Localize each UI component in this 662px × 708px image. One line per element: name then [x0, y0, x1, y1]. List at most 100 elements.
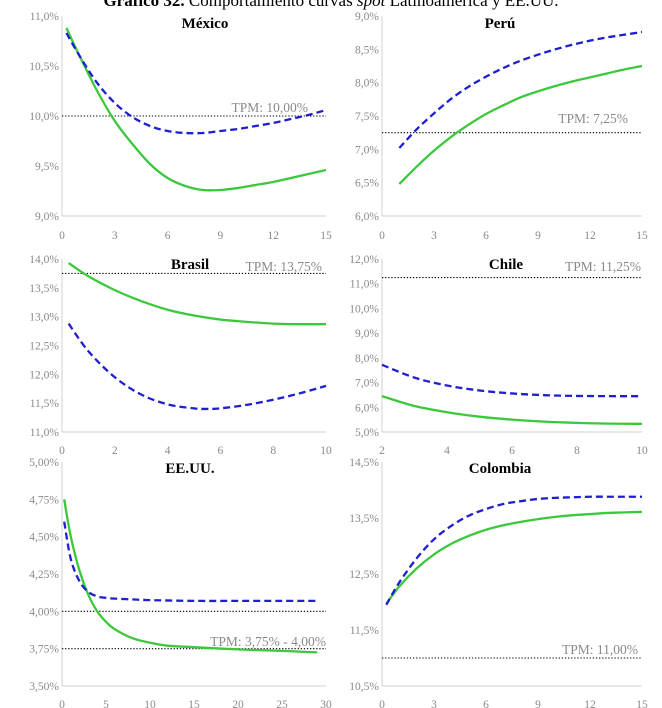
- y-tick-label: 10,5%: [29, 61, 59, 73]
- y-tick-label: 4,25%: [29, 569, 59, 581]
- chart-panel-3: 5,0% 6,0% 7,0% 8,0% 9,0% 10,0% 11,0% 12,0% 2 4 6 8 1…: [349, 254, 648, 457]
- x-tick-label: 15: [188, 699, 200, 708]
- chart-panel-2: 11,0% 11,5% 12,0% 12,5% 13,0% 13,5% 14,0% 0 2 4 6 8…: [29, 254, 332, 457]
- y-tick-label: 9,5%: [35, 161, 59, 173]
- dashed-curve-line: [385, 495, 642, 606]
- tpm-label: TPM: 11,25%: [565, 259, 641, 274]
- x-tick-label: 9: [218, 230, 224, 242]
- y-tick-label: 13,5%: [349, 513, 379, 525]
- x-tick-label: 2: [112, 445, 118, 457]
- y-tick-label: 3,50%: [29, 681, 59, 693]
- x-tick-label: 6: [483, 699, 489, 708]
- tpm-label: TPM: 13,75%: [245, 259, 322, 274]
- x-tick-label: 9: [535, 699, 541, 708]
- y-tick-label: 11,0%: [350, 279, 380, 291]
- y-tick-label: 14,5%: [349, 457, 379, 469]
- panel-title: EE.UU.: [165, 461, 214, 477]
- x-tick-label: 3: [431, 699, 437, 708]
- y-tick-label: 12,0%: [29, 369, 59, 381]
- x-tick-label: 8: [270, 445, 276, 457]
- y-tick-label: 7,0%: [355, 144, 379, 156]
- x-tick-label: 6: [483, 230, 489, 242]
- chart-panel-5: 10,5% 11,5% 12,5% 13,5% 14,5% 0 3 6 9 12 15 Colombi…: [349, 457, 648, 708]
- y-tick-label: 9,0%: [355, 11, 379, 23]
- x-tick-label: 6: [509, 445, 515, 457]
- dashed-curve-line: [398, 30, 643, 149]
- tpm-label: TPM: 7,25%: [558, 111, 628, 126]
- x-tick-label: 5: [103, 699, 109, 708]
- y-tick-label: 5,00%: [29, 457, 59, 469]
- x-tick-label: 0: [379, 699, 385, 708]
- panel-title: Colombia: [469, 461, 532, 477]
- solid-curve-line: [398, 64, 643, 185]
- y-tick-label: 6,0%: [355, 211, 379, 223]
- x-tick-label: 20: [232, 699, 244, 708]
- y-tick-label: 3,75%: [29, 644, 59, 656]
- x-tick-label: 0: [59, 699, 65, 708]
- x-tick-label: 15: [636, 230, 648, 242]
- tpm-label: TPM: 3,75% - 4,00%: [210, 634, 326, 649]
- y-tick-label: 11,5%: [350, 625, 380, 637]
- page-title: Gráfico 32. Comportamiento curvas spot L…: [0, 0, 662, 13]
- x-tick-label: 0: [59, 445, 65, 457]
- tpm-label: TPM: 10,00%: [231, 100, 308, 115]
- y-tick-label: 5,0%: [355, 427, 379, 439]
- x-tick-label: 3: [112, 230, 118, 242]
- y-tick-label: 13,5%: [29, 283, 59, 295]
- chart-panel-1: 6,0% 6,5% 7,0% 7,5% 8,0% 8,5% 9,0% 0 3 6 9 12 15 Perú…: [355, 11, 648, 242]
- x-tick-label: 15: [636, 699, 648, 708]
- x-tick-label: 0: [379, 230, 385, 242]
- tpm-label: TPM: 11,00%: [562, 642, 638, 657]
- x-tick-label: 9: [535, 230, 541, 242]
- y-tick-label: 14,0%: [29, 254, 59, 266]
- title-tail: Latinoamérica y EE.UU.: [385, 0, 559, 10]
- y-tick-label: 7,5%: [355, 111, 379, 123]
- x-tick-label: 12: [267, 230, 279, 242]
- panel-title: Brasil: [171, 257, 209, 273]
- y-tick-label: 12,0%: [349, 254, 379, 266]
- solid-curve-line: [63, 499, 318, 654]
- x-tick-label: 6: [218, 445, 224, 457]
- dashed-curve-line: [63, 521, 318, 603]
- y-tick-label: 8,5%: [355, 44, 379, 56]
- panel-title: México: [182, 16, 229, 32]
- y-tick-label: 4,00%: [29, 606, 59, 618]
- x-tick-label: 30: [320, 699, 332, 708]
- x-tick-label: 6: [165, 230, 171, 242]
- solid-curve-line: [381, 395, 643, 425]
- title-bold: Gráfico 32.: [103, 0, 185, 10]
- x-tick-label: 15: [320, 230, 332, 242]
- x-tick-label: 25: [276, 699, 288, 708]
- y-tick-label: 12,5%: [349, 569, 379, 581]
- y-tick-label: 8,0%: [355, 78, 379, 90]
- y-tick-label: 9,0%: [35, 211, 59, 223]
- x-tick-label: 4: [444, 445, 450, 457]
- y-tick-label: 11,5%: [30, 398, 60, 410]
- x-tick-label: 10: [320, 445, 332, 457]
- y-tick-label: 11,0%: [30, 11, 60, 23]
- y-tick-label: 4,75%: [29, 494, 59, 506]
- y-tick-label: 11,0%: [30, 427, 60, 439]
- chart-panel-4: 3,50% 3,75% 4,00% 4,25% 4,50% 4,75% 5,00% 0 5 10 1…: [29, 457, 332, 708]
- y-tick-label: 10,5%: [349, 681, 379, 693]
- y-tick-label: 13,0%: [29, 312, 59, 324]
- y-tick-label: 10,0%: [29, 111, 59, 123]
- y-tick-label: 4,50%: [29, 532, 59, 544]
- x-tick-label: 12: [584, 230, 596, 242]
- title-normal: Comportamiento curvas: [184, 0, 357, 10]
- y-tick-label: 6,0%: [355, 402, 379, 414]
- panel-title: Perú: [485, 16, 516, 32]
- title-italic: spot: [356, 0, 386, 10]
- y-tick-label: 10,0%: [349, 303, 379, 315]
- x-tick-label: 10: [144, 699, 156, 708]
- x-tick-label: 3: [431, 230, 437, 242]
- panel-title: Chile: [489, 257, 524, 273]
- dashed-curve-line: [67, 322, 327, 411]
- y-tick-label: 12,5%: [29, 341, 59, 353]
- solid-curve-line: [385, 510, 643, 605]
- chart-panel-0: 9,0% 9,5% 10,0% 10,5% 11,0% 0 3 6 9 12 15 México TPM…: [29, 11, 332, 242]
- x-tick-label: 2: [379, 445, 385, 457]
- y-tick-label: 7,0%: [355, 378, 379, 390]
- x-tick-label: 12: [584, 699, 596, 708]
